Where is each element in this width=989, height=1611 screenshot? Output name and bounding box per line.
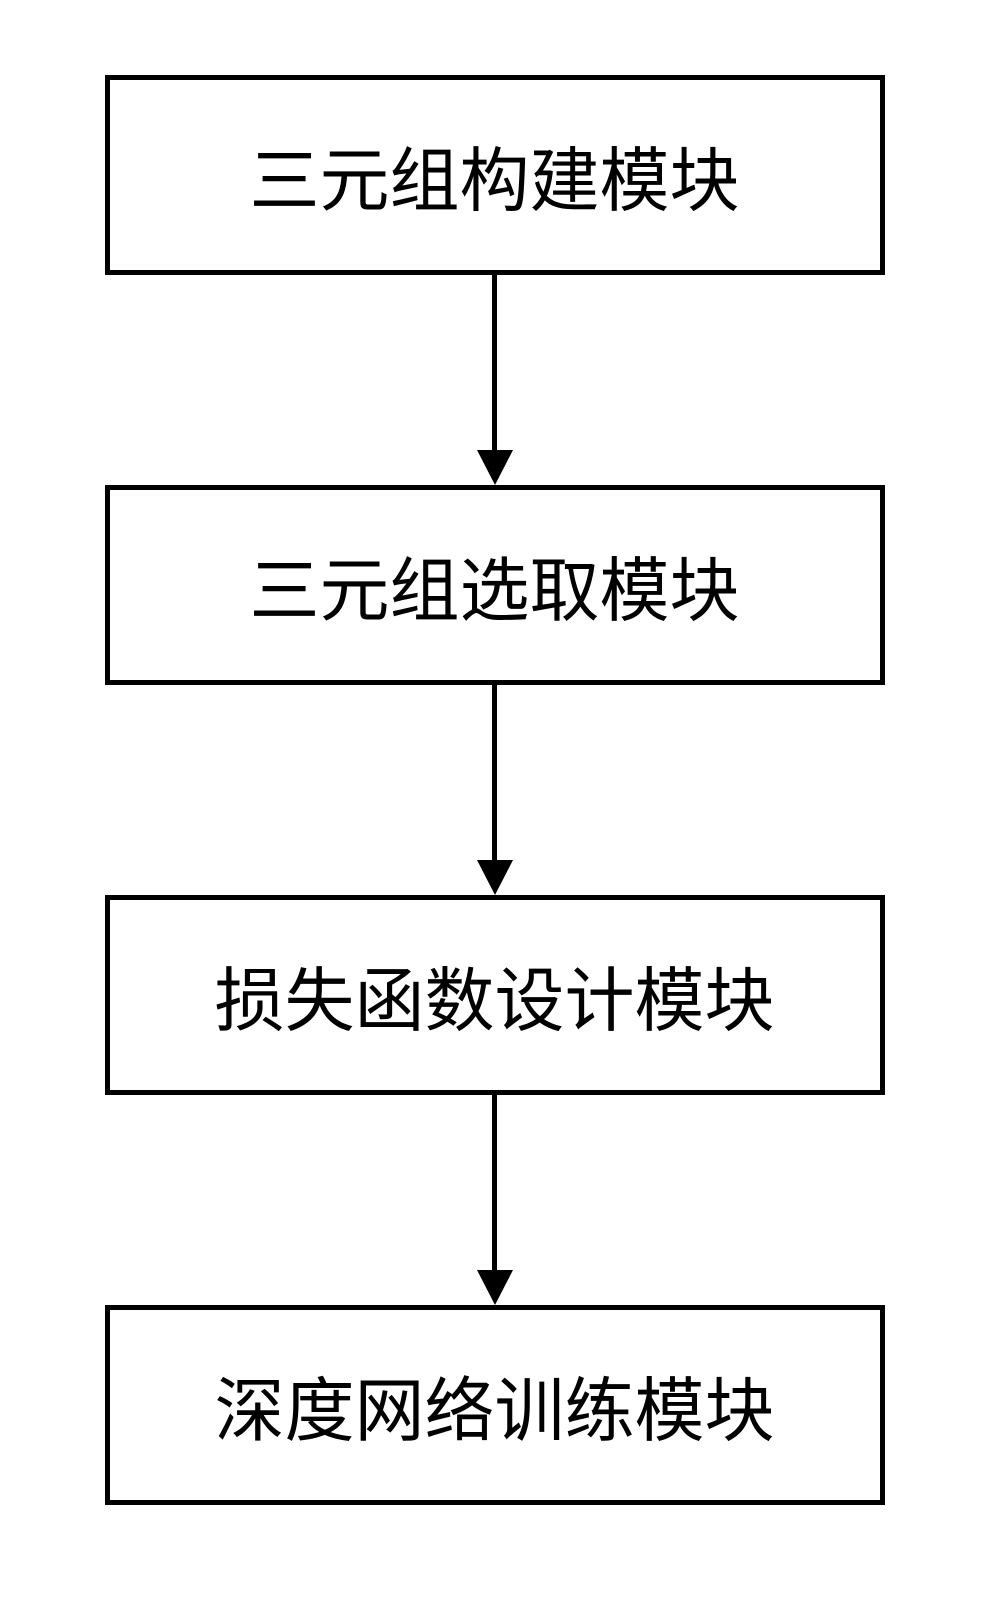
arrow-head-icon	[477, 1270, 513, 1305]
node-label-2: 三元组选取模块	[250, 535, 740, 636]
arrow-1	[477, 275, 513, 485]
arrow-line-icon	[492, 1095, 497, 1270]
flowchart-node-2: 三元组选取模块	[105, 485, 885, 685]
node-label-3: 损失函数设计模块	[215, 945, 775, 1046]
node-label-1: 三元组构建模块	[250, 125, 740, 226]
arrow-head-icon	[477, 450, 513, 485]
node-label-4: 深度网络训练模块	[215, 1355, 775, 1456]
arrow-2	[477, 685, 513, 895]
flowchart-container: 三元组构建模块 三元组选取模块 损失函数设计模块 深度网络训练模块	[105, 75, 885, 1505]
arrow-head-icon	[477, 860, 513, 895]
flowchart-node-4: 深度网络训练模块	[105, 1305, 885, 1505]
flowchart-node-1: 三元组构建模块	[105, 75, 885, 275]
arrow-line-icon	[492, 685, 497, 860]
arrow-3	[477, 1095, 513, 1305]
flowchart-node-3: 损失函数设计模块	[105, 895, 885, 1095]
arrow-line-icon	[492, 275, 497, 450]
